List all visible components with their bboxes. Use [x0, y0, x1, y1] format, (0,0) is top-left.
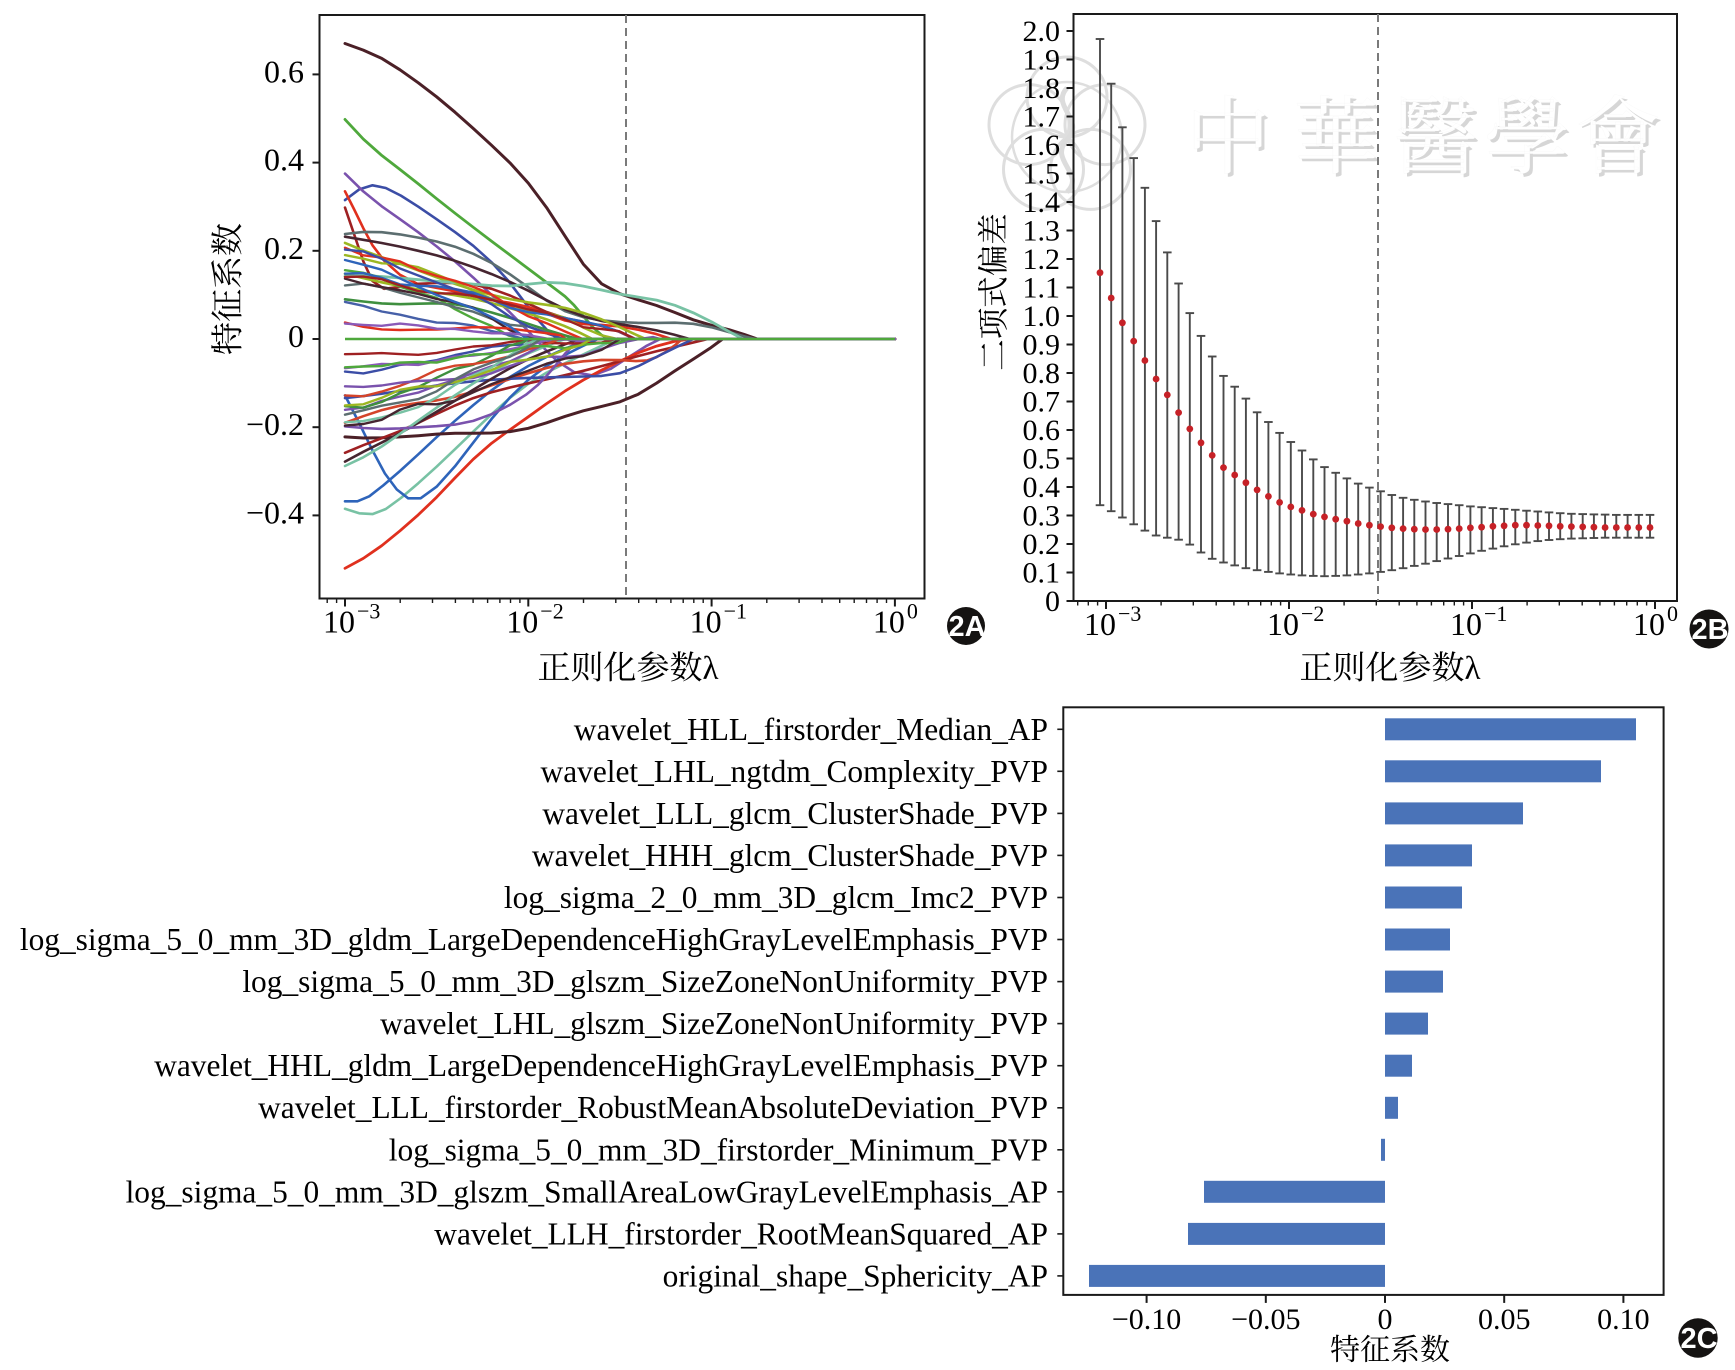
svg-text:1.1: 1.1 [1023, 272, 1061, 305]
svg-text:1.8: 1.8 [1023, 72, 1061, 105]
svg-text:10: 10 [690, 604, 722, 640]
svg-text:10: 10 [506, 604, 538, 640]
svg-text:0.8: 0.8 [1023, 357, 1061, 390]
svg-text:0.5: 0.5 [1023, 443, 1061, 476]
svg-text:1.4: 1.4 [1023, 186, 1061, 219]
svg-text:wavelet_LLL_glcm_ClusterShade_: wavelet_LLL_glcm_ClusterShade_PVP [542, 796, 1048, 831]
svg-text:1.0: 1.0 [1023, 300, 1061, 333]
svg-text:−2: −2 [540, 599, 563, 624]
svg-text:0.10: 0.10 [1597, 1303, 1650, 1336]
svg-text:−1: −1 [724, 599, 747, 624]
svg-text:0.6: 0.6 [1023, 414, 1061, 447]
svg-text:0: 0 [1667, 601, 1678, 626]
svg-text:1.9: 1.9 [1023, 44, 1061, 77]
svg-text:wavelet_HLL_firstorder_Median_: wavelet_HLL_firstorder_Median_AP [574, 712, 1048, 747]
svg-text:0.4: 0.4 [1023, 471, 1061, 504]
svg-text:wavelet_HHL_gldm_LargeDependen: wavelet_HHL_gldm_LargeDependenceHighGray… [154, 1048, 1048, 1083]
svg-text:10: 10 [1633, 606, 1665, 642]
svg-text:0.4: 0.4 [264, 142, 304, 178]
svg-text:−0.10: −0.10 [1112, 1303, 1181, 1336]
svg-text:−3: −3 [357, 599, 380, 624]
svg-text:0: 0 [1045, 585, 1060, 618]
svg-text:0.2: 0.2 [1023, 528, 1061, 561]
svg-text:1.3: 1.3 [1023, 215, 1061, 248]
svg-text:1.5: 1.5 [1023, 158, 1061, 191]
svg-text:0.1: 0.1 [1023, 557, 1061, 590]
svg-text:−3: −3 [1118, 601, 1141, 626]
svg-text:log_sigma_5_0_mm_3D_glszm_Size: log_sigma_5_0_mm_3D_glszm_SizeZoneNonUni… [242, 964, 1048, 999]
svg-text:10: 10 [323, 604, 355, 640]
svg-text:log_sigma_5_0_mm_3D_gldm_Large: log_sigma_5_0_mm_3D_gldm_LargeDependence… [20, 922, 1048, 957]
svg-text:−0.4: −0.4 [246, 494, 304, 530]
svg-text:−0.2: −0.2 [246, 406, 304, 442]
svg-text:2B: 2B [1691, 614, 1728, 646]
svg-text:0.2: 0.2 [264, 230, 304, 266]
svg-text:10: 10 [1450, 606, 1482, 642]
svg-text:wavelet_LLH_firstorder_RootMea: wavelet_LLH_firstorder_RootMeanSquared_A… [434, 1216, 1048, 1251]
svg-text:1.2: 1.2 [1023, 243, 1061, 276]
svg-text:0: 0 [907, 599, 918, 624]
svg-text:0.6: 0.6 [264, 53, 304, 89]
svg-text:10: 10 [1084, 606, 1116, 642]
svg-text:0: 0 [1378, 1303, 1393, 1336]
svg-text:original_shape_Sphericity_AP: original_shape_Sphericity_AP [663, 1258, 1048, 1293]
svg-text:wavelet_LHL_glszm_SizeZoneNonU: wavelet_LHL_glszm_SizeZoneNonUniformity_… [380, 1006, 1048, 1041]
svg-text:0.3: 0.3 [1023, 500, 1061, 533]
svg-text:1.6: 1.6 [1023, 129, 1061, 162]
svg-text:wavelet_HHH_glcm_ClusterShade_: wavelet_HHH_glcm_ClusterShade_PVP [532, 838, 1048, 873]
svg-text:−2: −2 [1301, 601, 1324, 626]
svg-text:10: 10 [873, 604, 905, 640]
svg-text:1.7: 1.7 [1023, 101, 1061, 134]
svg-text:10: 10 [1267, 606, 1299, 642]
svg-text:wavelet_LHL_ngtdm_Complexity_P: wavelet_LHL_ngtdm_Complexity_PVP [541, 754, 1048, 789]
svg-text:−0.05: −0.05 [1231, 1303, 1300, 1336]
svg-text:0.05: 0.05 [1478, 1303, 1531, 1336]
svg-text:wavelet_LLL_firstorder_RobustM: wavelet_LLL_firstorder_RobustMeanAbsolut… [258, 1090, 1048, 1125]
svg-text:0: 0 [288, 318, 304, 354]
svg-text:log_sigma_5_0_mm_3D_glszm_Smal: log_sigma_5_0_mm_3D_glszm_SmallAreaLowGr… [126, 1174, 1048, 1209]
svg-text:2C: 2C [1680, 1323, 1717, 1355]
svg-text:0.9: 0.9 [1023, 329, 1061, 362]
svg-text:0.7: 0.7 [1023, 386, 1061, 419]
svg-text:2.0: 2.0 [1023, 15, 1061, 48]
svg-text:2A: 2A [948, 611, 985, 643]
svg-text:log_sigma_5_0_mm_3D_firstorder: log_sigma_5_0_mm_3D_firstorder_Minimum_P… [389, 1132, 1048, 1167]
svg-text:log_sigma_2_0_mm_3D_glcm_Imc2_: log_sigma_2_0_mm_3D_glcm_Imc2_PVP [504, 880, 1048, 915]
svg-text:−1: −1 [1484, 601, 1507, 626]
